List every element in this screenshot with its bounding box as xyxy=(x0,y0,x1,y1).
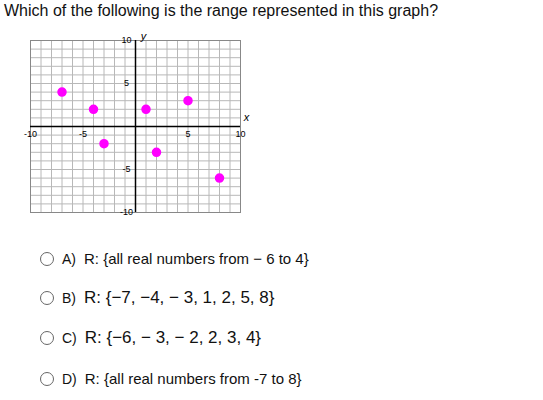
svg-text:10: 10 xyxy=(121,35,131,45)
svg-text:5: 5 xyxy=(124,78,129,88)
html-text:R: {all real numbers from -7 t: R: {all real numbers from -7 to 8} xyxy=(84,370,302,387)
svg-text:-10: -10 xyxy=(24,129,37,139)
svg-text:5: 5 xyxy=(185,129,190,139)
html-text:D): D) xyxy=(62,370,77,387)
svg-text:10: 10 xyxy=(235,129,245,139)
html-text:B): B) xyxy=(62,290,76,306)
html-text:A): A) xyxy=(62,250,76,267)
svg-text:x: x xyxy=(243,111,250,123)
svg-text:-5: -5 xyxy=(79,129,87,139)
html-text:R: {−7, −4, − 3, 1, 2, 5, 8}: R: {−7, −4, − 3, 1, 2, 5, 8} xyxy=(84,288,275,307)
html-text:Which of the following is the: Which of the following is the range repr… xyxy=(4,2,438,19)
svg-text:-5: -5 xyxy=(122,164,130,174)
svg-text:-10: -10 xyxy=(120,207,133,217)
html-text:R: {−6, − 3, − 2, 2, 3, 4}: R: {−6, − 3, − 2, 2, 3, 4} xyxy=(84,328,262,347)
html-text:R: {all real numbers from − 6: R: {all real numbers from − 6 to 4} xyxy=(84,250,309,267)
svg-text:y: y xyxy=(140,30,148,42)
html-text:C): C) xyxy=(62,330,77,346)
